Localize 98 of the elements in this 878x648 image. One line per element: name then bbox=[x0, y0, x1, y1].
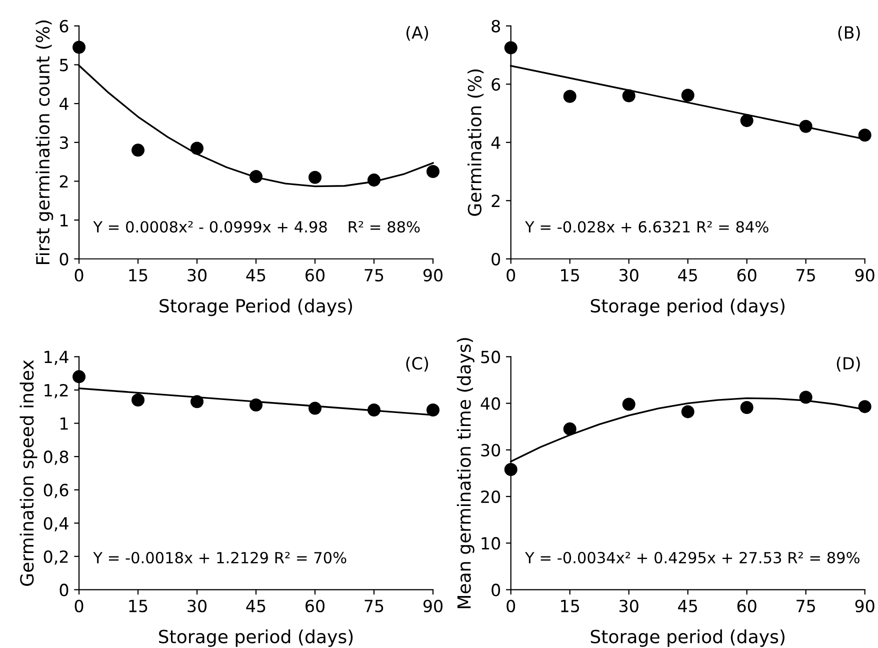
y-axis-title: First germination count (%) bbox=[36, 20, 54, 264]
x-tick-label: 45 bbox=[678, 600, 697, 612]
point bbox=[858, 128, 872, 142]
x-tick-label: 0 bbox=[506, 600, 516, 612]
y-tick-label: 0 bbox=[492, 584, 500, 596]
x-tick-label: 0 bbox=[74, 268, 84, 282]
point bbox=[72, 370, 86, 384]
x-tick-label: 45 bbox=[246, 269, 266, 282]
chart-title: (B) bbox=[838, 26, 860, 41]
y-tick-label: 0,4 bbox=[44, 517, 68, 532]
x-tick-label: 15 bbox=[129, 269, 148, 282]
point bbox=[308, 402, 322, 415]
x-tick-label: 0 bbox=[74, 600, 84, 612]
y-tick-label: 20 bbox=[481, 490, 500, 504]
y-tick-label: 4 bbox=[60, 98, 68, 110]
y-tick-label: 50 bbox=[481, 350, 500, 364]
chart-title: (A) bbox=[406, 26, 428, 41]
point bbox=[622, 398, 636, 411]
point bbox=[740, 401, 754, 414]
x-tick-label: 60 bbox=[737, 600, 756, 612]
y-tick-label: 3 bbox=[60, 136, 68, 149]
x-axis-title: Storage period (days) bbox=[590, 629, 784, 647]
x-tick-label: 90 bbox=[855, 268, 874, 282]
y-axis-title: Mean germination time (days) bbox=[456, 338, 474, 608]
annotation: Y = -0.0034x² + 0.4295x + 27.53 R² = 89% bbox=[524, 552, 860, 564]
y-tick-label: 1,4 bbox=[44, 350, 68, 365]
point bbox=[190, 395, 204, 408]
point bbox=[72, 40, 86, 54]
y-tick-label: 1,2 bbox=[44, 384, 68, 398]
point bbox=[563, 90, 576, 103]
point bbox=[504, 462, 518, 476]
y-tick-label: 5 bbox=[60, 58, 68, 72]
y-tick-label: 30 bbox=[481, 444, 500, 456]
x-tick-label: 75 bbox=[796, 600, 815, 612]
point bbox=[190, 142, 204, 155]
x-tick-label: 75 bbox=[364, 269, 384, 282]
y-tick-label: 0,2 bbox=[44, 550, 68, 565]
y-tick-label: 6 bbox=[60, 20, 68, 32]
x-tick-label: 30 bbox=[620, 600, 638, 612]
x-axis-title: Storage Period (days) bbox=[160, 298, 352, 316]
y-tick-label: 0 bbox=[492, 252, 500, 266]
x-tick-label: 60 bbox=[737, 268, 756, 282]
x-axis-title: Storage period (days) bbox=[590, 298, 784, 316]
x-tick-label: 15 bbox=[561, 269, 580, 282]
x-tick-label: 75 bbox=[364, 600, 384, 612]
point bbox=[563, 422, 576, 436]
x-tick-label: 30 bbox=[188, 268, 207, 282]
point bbox=[426, 165, 440, 178]
x-tick-label: 90 bbox=[855, 600, 874, 612]
y-tick-label: 0,6 bbox=[44, 484, 68, 498]
y-tick-label: 40 bbox=[480, 397, 500, 410]
y-tick-label: 10 bbox=[482, 537, 500, 550]
x-tick-label: 90 bbox=[423, 268, 442, 282]
y-tick-label: 0 bbox=[60, 584, 68, 596]
y-tick-label: 4 bbox=[491, 136, 500, 149]
y-tick-label: 2 bbox=[492, 194, 500, 207]
point bbox=[132, 144, 145, 157]
point bbox=[622, 89, 636, 102]
y-axis-title: Germination speed index bbox=[20, 360, 38, 586]
y-tick-label: 6 bbox=[492, 78, 500, 91]
x-axis-title: Storage period (days) bbox=[159, 629, 353, 647]
y-tick-label: 0,8 bbox=[44, 450, 68, 465]
x-tick-label: 15 bbox=[561, 600, 580, 612]
y-tick-label: 1 bbox=[60, 214, 68, 226]
x-tick-label: 15 bbox=[129, 600, 148, 612]
y-axis-title: Germination (%) bbox=[468, 70, 484, 216]
x-tick-label: 45 bbox=[678, 269, 697, 282]
point bbox=[740, 114, 754, 128]
x-tick-label: 45 bbox=[246, 600, 266, 612]
point bbox=[367, 403, 380, 416]
annotation: Y = -0.0018x + 1.2129 R² = 70% bbox=[93, 552, 346, 564]
x-tick-label: 30 bbox=[188, 600, 207, 612]
point bbox=[132, 393, 145, 406]
x-tick-label: 90 bbox=[423, 600, 442, 612]
y-tick-label: 0 bbox=[60, 252, 68, 266]
x-tick-label: 75 bbox=[796, 269, 815, 282]
point bbox=[367, 174, 380, 187]
x-tick-label: 60 bbox=[306, 268, 324, 282]
point bbox=[504, 41, 518, 54]
x-tick-label: 60 bbox=[306, 600, 324, 612]
x-tick-label: 0 bbox=[506, 268, 516, 282]
point bbox=[681, 88, 694, 102]
point bbox=[250, 170, 263, 184]
chart-title: (C) bbox=[406, 356, 428, 372]
point bbox=[250, 398, 263, 412]
x-tick-label: 30 bbox=[620, 268, 638, 282]
chart-title: (D) bbox=[836, 356, 860, 372]
y-tick-label: 2 bbox=[60, 175, 68, 188]
point bbox=[858, 400, 872, 414]
point bbox=[426, 403, 440, 416]
y-tick-label: 8 bbox=[492, 20, 500, 32]
y-tick-label: 1 bbox=[60, 417, 68, 430]
point bbox=[308, 170, 322, 184]
point bbox=[799, 120, 812, 133]
point bbox=[681, 405, 694, 418]
annotation: Y = -0.028x + 6.6321 R² = 84% bbox=[524, 221, 768, 233]
annotation: Y = 0.0008x² - 0.0999x + 4.98 R² = 88% bbox=[93, 221, 420, 233]
point bbox=[799, 390, 812, 404]
